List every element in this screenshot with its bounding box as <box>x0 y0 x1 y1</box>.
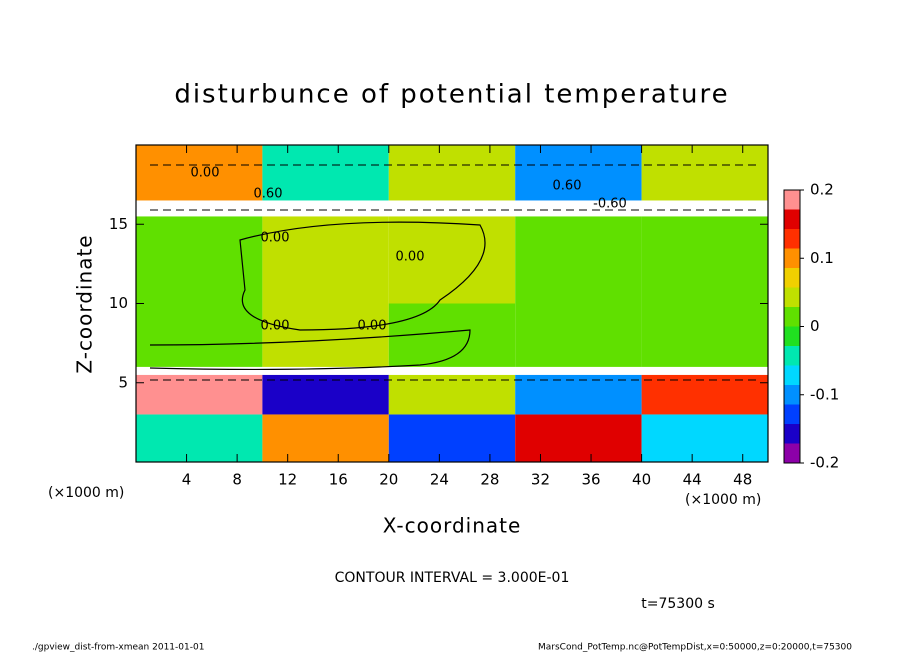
y-tick-label: 5 <box>118 373 128 391</box>
colorbar-swatch <box>784 424 800 444</box>
x-tick-label: 32 <box>531 471 550 489</box>
field-cell <box>136 145 263 201</box>
field-cell <box>641 366 768 375</box>
contour-line <box>239 221 486 331</box>
colorbar-swatch <box>784 190 800 210</box>
x-unit: (×1000 m) <box>685 492 761 508</box>
field-cell <box>262 216 389 304</box>
colorbar-swatch <box>784 346 800 366</box>
colorbar-swatch <box>784 209 800 229</box>
field-cell <box>388 145 516 201</box>
field-cell <box>515 145 642 201</box>
chart-title: disturbunce of potential temperature <box>174 80 729 110</box>
x-tick-label: 16 <box>329 471 348 489</box>
contour-label: 0.60 <box>553 179 582 194</box>
axes: 4 8 12 16 20 24 28 32 36 40 44 4851015-0.2-0.100.10… <box>109 145 839 489</box>
contour-labels: 0.00 0.60 0.00 -0.60 0.00 0.00 0.00 0.60 <box>191 166 627 334</box>
x-tick-label: 24 <box>430 471 449 489</box>
y-tick-label: 10 <box>109 294 128 312</box>
field-cell <box>515 366 642 375</box>
field-cell <box>515 374 642 415</box>
field-cell <box>262 414 389 462</box>
field-cell <box>262 303 389 367</box>
colorbar-swatch <box>784 385 800 405</box>
contour-label: 0.00 <box>261 231 290 246</box>
colorbar-swatch <box>784 307 800 327</box>
x-tick-label: 20 <box>379 471 398 489</box>
field-cell <box>262 374 389 415</box>
field-cell <box>136 366 263 375</box>
field-cell <box>262 200 389 217</box>
colorbar-tick-label: 0 <box>810 317 820 335</box>
field-cell <box>388 200 516 217</box>
colorbar-tick-label: -0.1 <box>810 385 839 403</box>
field-cell <box>515 216 642 304</box>
footer-right: MarsCond_PotTemp.nc@PotTempDist,x=0:5000… <box>538 643 852 653</box>
field-cell <box>388 216 516 304</box>
x-tick-label: 36 <box>581 471 600 489</box>
field-cell <box>388 374 516 415</box>
field-cell <box>641 303 768 367</box>
contour-label: 0.00 <box>358 319 387 334</box>
contour-label: 0.00 <box>396 250 425 265</box>
colorbar-swatch <box>784 326 800 346</box>
x-tick-label: 8 <box>232 471 242 489</box>
field <box>136 145 768 462</box>
field-cell <box>136 303 263 367</box>
field-cell <box>136 216 263 304</box>
contour-label: 0.00 <box>191 166 220 181</box>
field-cell <box>262 145 389 201</box>
colorbar-swatch <box>784 229 800 249</box>
time-label: t=75300 s <box>641 596 715 612</box>
field-cell <box>641 145 768 201</box>
colorbar-tick-label: -0.2 <box>810 454 839 472</box>
x-tick-label: 12 <box>278 471 297 489</box>
field-cell <box>515 414 642 462</box>
field-cell <box>262 366 389 375</box>
contour-label: -0.60 <box>593 197 627 212</box>
colorbar-swatch <box>784 248 800 268</box>
colorbar-tick-label: 0.1 <box>810 249 834 267</box>
x-tick-label: 4 <box>182 471 192 489</box>
contour-line <box>149 329 471 371</box>
contours <box>149 164 760 381</box>
field-cell <box>136 414 263 462</box>
y-axis-label: Z-coordinate <box>73 234 97 373</box>
field-cell <box>515 200 642 217</box>
colorbar-swatch <box>784 404 800 424</box>
contour-label: 0.00 <box>261 319 290 334</box>
x-tick-label: 40 <box>632 471 651 489</box>
field-cell <box>641 414 768 462</box>
x-tick-label: 44 <box>683 471 702 489</box>
field-cell <box>388 366 516 375</box>
colorbar-tick-label: 0.2 <box>810 181 834 199</box>
field-cell <box>136 200 263 217</box>
colorbar-swatch <box>784 287 800 307</box>
footer-left: ./gpview_dist-from-xmean 2011-01-01 <box>32 643 204 653</box>
x-tick-label: 28 <box>480 471 499 489</box>
field-cell <box>515 303 642 367</box>
colorbar-swatch <box>784 443 800 463</box>
field-cell <box>388 414 516 462</box>
x-tick-label: 48 <box>733 471 752 489</box>
colorbar-swatch <box>784 365 800 385</box>
field-cell <box>641 216 768 304</box>
colorbar-swatch <box>784 268 800 288</box>
contour-label: 0.60 <box>254 187 283 202</box>
field-cell <box>641 374 768 415</box>
y-tick-label: 15 <box>109 215 128 233</box>
field-cell <box>136 374 263 415</box>
x-axis-label: X-coordinate <box>383 514 522 538</box>
field-cell <box>641 200 768 217</box>
contour-interval: CONTOUR INTERVAL = 3.000E-01 <box>335 570 570 586</box>
y-unit: (×1000 m) <box>48 485 124 501</box>
